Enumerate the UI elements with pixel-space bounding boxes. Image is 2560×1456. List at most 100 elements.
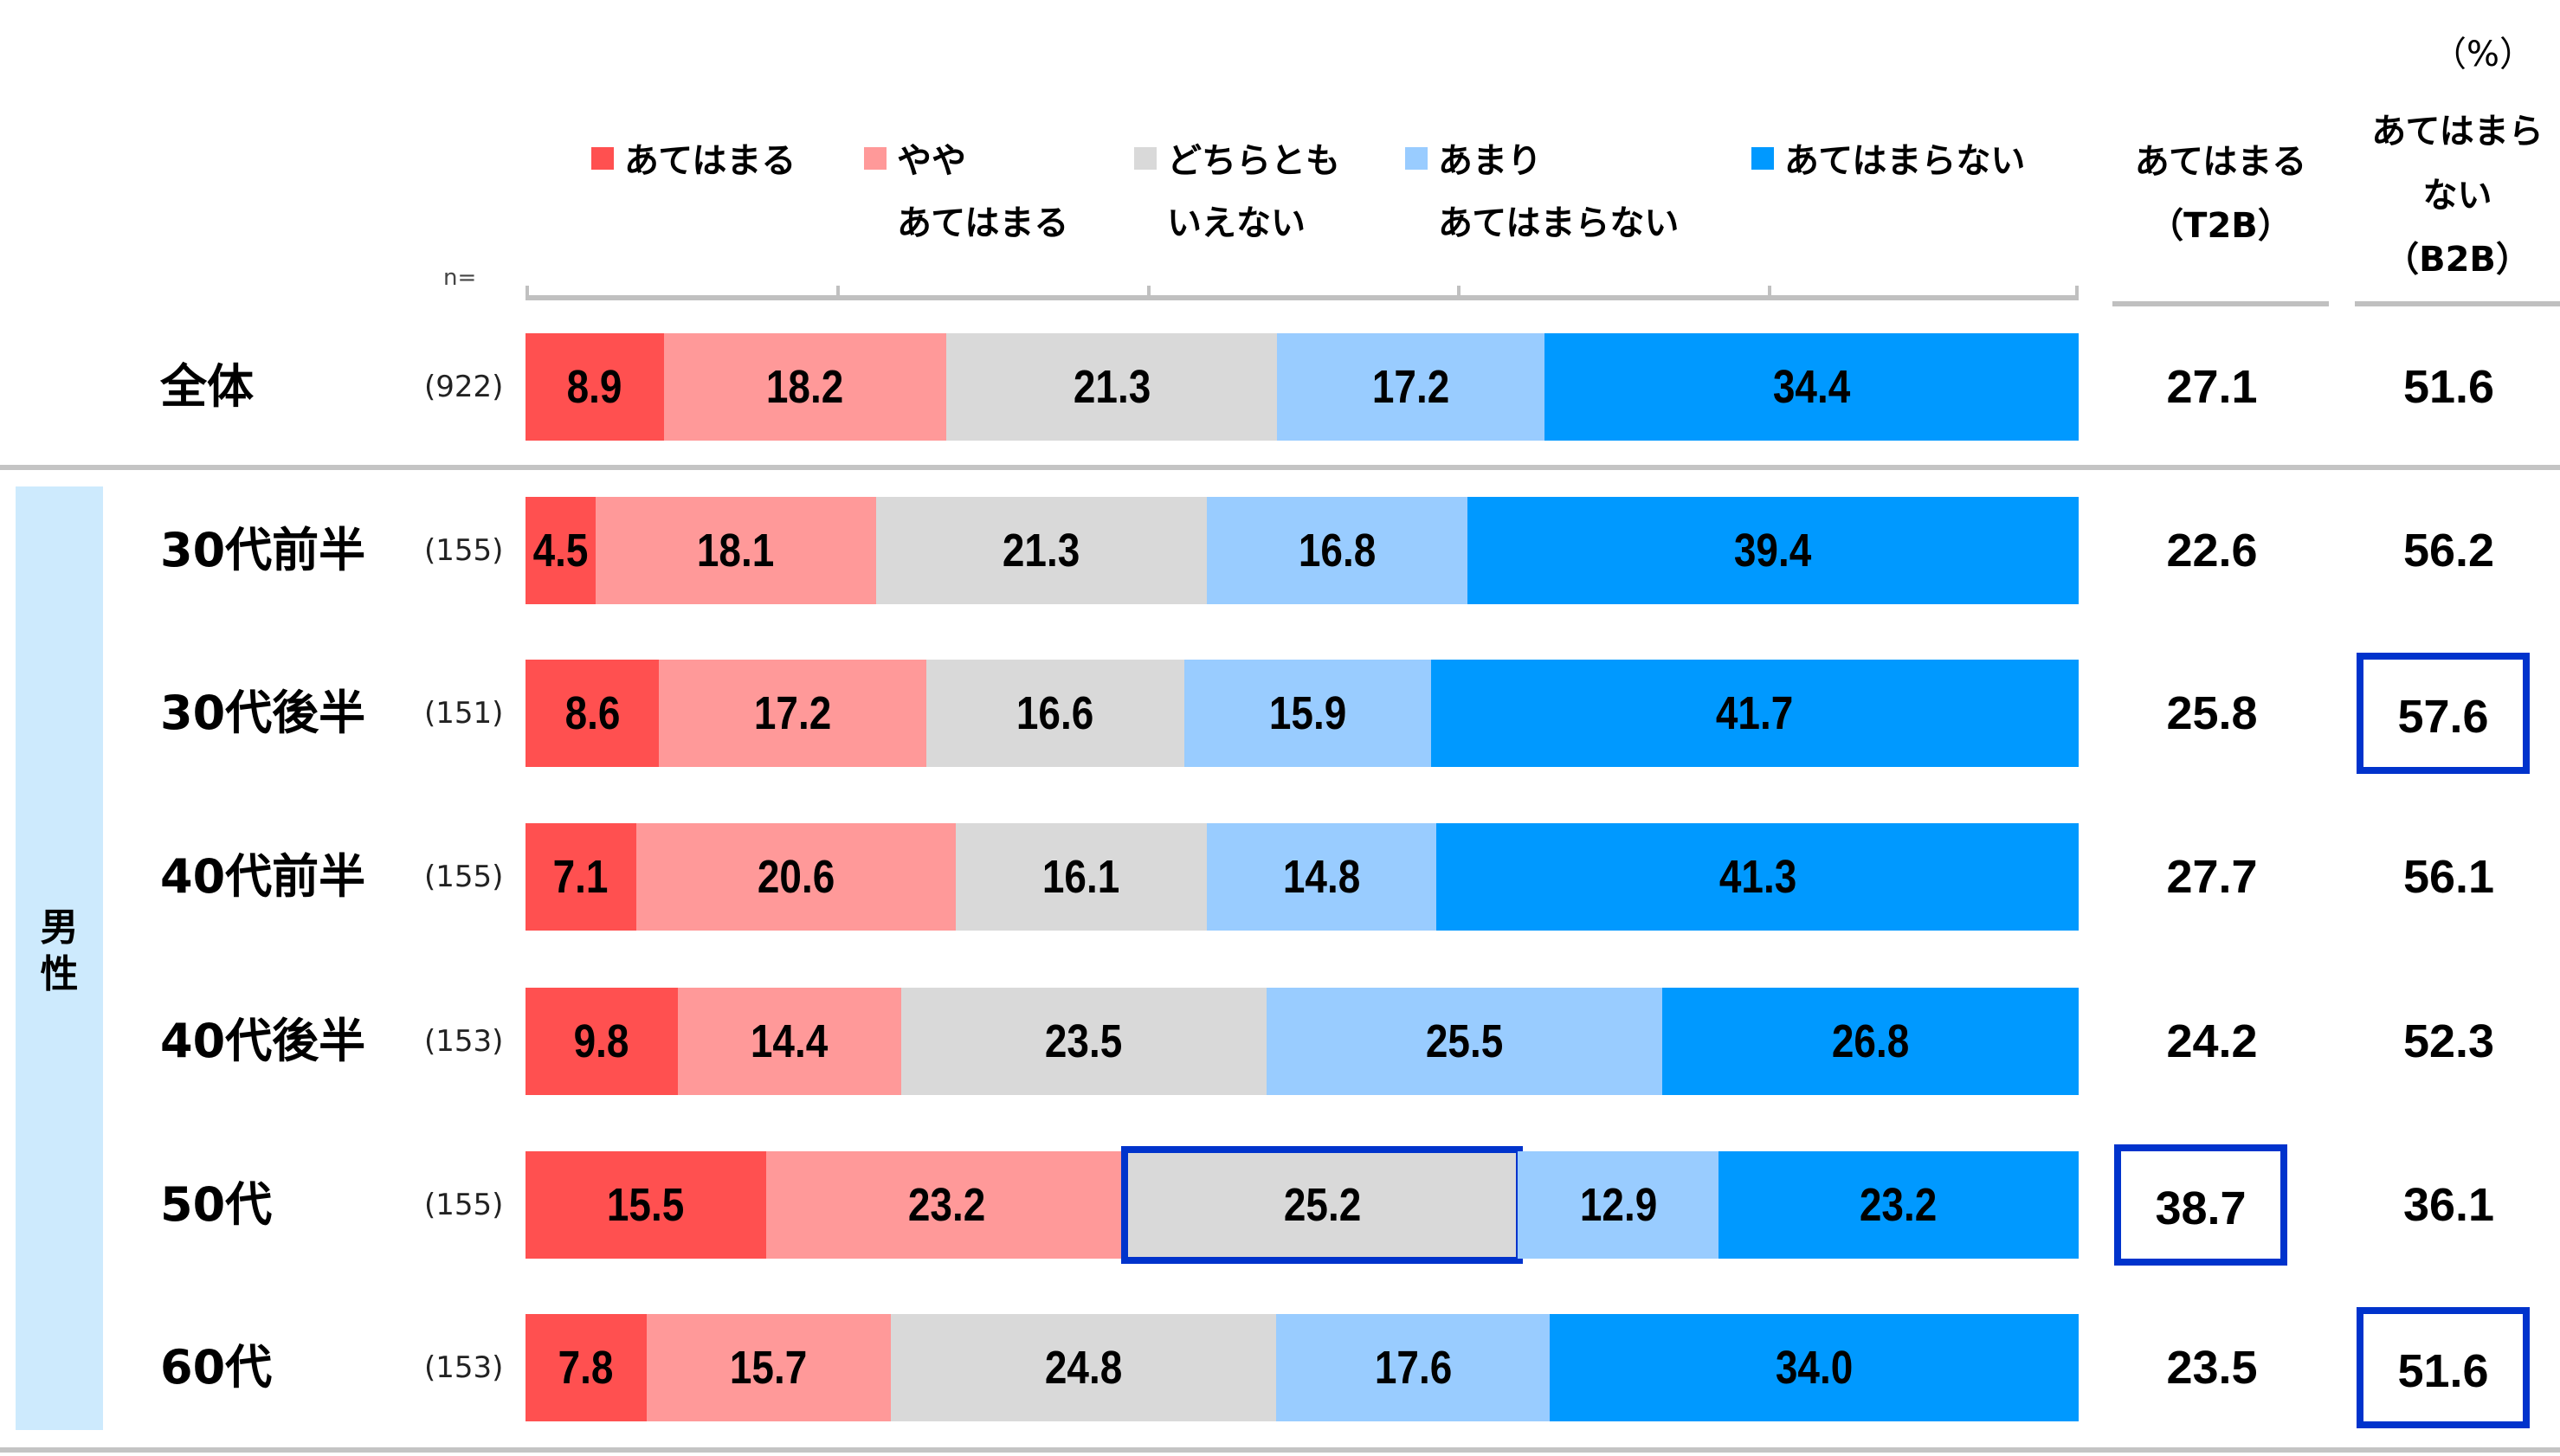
data-label: 7.1 <box>552 851 609 903</box>
b2b-header-rule <box>2355 301 2560 306</box>
t2b-value: 38.7 <box>2114 1144 2287 1266</box>
bar-segment: 41.7 <box>1430 660 2079 767</box>
row-n-count: (153) <box>424 1024 504 1059</box>
row-n-count: (922) <box>424 370 504 404</box>
bottom-divider <box>0 1447 2560 1453</box>
x-axis-tick <box>526 286 529 300</box>
b2b-value: 52.3 <box>2402 1015 2495 1067</box>
t2b-header: あてはまる （T2B） <box>2134 142 2307 246</box>
bar-segment: 23.5 <box>901 988 1267 1095</box>
data-label: 18.2 <box>766 361 844 413</box>
legend-label: どちらとも いえない <box>1167 141 1340 243</box>
bar-segment: 25.5 <box>1266 988 1663 1095</box>
data-label: 7.8 <box>558 1342 614 1394</box>
bar-segment: 4.5 <box>526 497 596 604</box>
legend-swatch-icon <box>1134 147 1157 170</box>
data-label: 34.4 <box>1772 361 1851 413</box>
b2b-value: 51.6 <box>2357 1307 2530 1428</box>
row-n-count: (155) <box>424 533 504 568</box>
data-label: 26.8 <box>1831 1015 1910 1067</box>
data-label: 23.2 <box>907 1179 985 1231</box>
stacked-bar: 9.8 14.4 23.5 25.5 26.8 <box>526 988 2079 1095</box>
data-label: 16.6 <box>1016 687 1094 739</box>
stacked-bar: 7.1 20.6 16.1 14.8 41.3 <box>526 823 2079 931</box>
data-label: 18.1 <box>697 525 775 577</box>
bar-segment: 16.1 <box>956 823 1207 931</box>
data-label: 15.5 <box>607 1179 685 1231</box>
legend-swatch-icon <box>591 147 614 170</box>
bar-segment: 34.4 <box>1544 333 2079 441</box>
x-axis-tick <box>835 286 840 300</box>
data-label: 41.3 <box>1718 851 1796 903</box>
x-axis-tick <box>2075 286 2079 300</box>
data-label: 34.0 <box>1776 1342 1854 1394</box>
n-label: n= <box>443 265 477 291</box>
bar-segment: 8.9 <box>526 333 664 441</box>
row-n-count: (151) <box>424 696 504 731</box>
b2b-value: 36.1 <box>2402 1179 2495 1231</box>
row-label: 50代 <box>160 1177 273 1232</box>
total-divider <box>0 465 2560 470</box>
t2b-header-rule <box>2112 301 2329 306</box>
stacked-bar: 8.6 17.2 16.6 15.9 41.7 <box>526 660 2079 767</box>
data-label: 39.4 <box>1734 525 1812 577</box>
data-label: 23.5 <box>1045 1015 1123 1067</box>
data-label: 17.2 <box>1371 361 1450 413</box>
bar-segment: 17.6 <box>1276 1314 1551 1421</box>
row-label: 30代前半 <box>160 523 366 577</box>
bar-segment: 34.0 <box>1550 1314 2079 1421</box>
data-label: 25.5 <box>1425 1015 1504 1067</box>
data-label: 16.8 <box>1298 525 1376 577</box>
bar-segment: 23.2 <box>766 1151 1127 1259</box>
data-label: 21.3 <box>1073 361 1151 413</box>
row-n-count: (155) <box>424 1188 504 1222</box>
stacked-bar: 7.8 15.7 24.8 17.6 34.0 <box>526 1314 2079 1421</box>
data-label: 4.5 <box>532 525 589 577</box>
bar-segment: 18.1 <box>595 497 877 604</box>
bar-segment: 15.7 <box>647 1314 891 1421</box>
bar-segment: 12.9 <box>1518 1151 1718 1259</box>
b2b-value: 51.6 <box>2402 361 2495 413</box>
bar-segment: 24.8 <box>891 1314 1277 1421</box>
bar-segment: 21.3 <box>946 333 1278 441</box>
row-n-count: (155) <box>424 860 504 894</box>
bar-segment: 20.6 <box>635 823 957 931</box>
x-axis-tick <box>1146 286 1151 300</box>
legend-swatch-icon <box>864 147 887 170</box>
data-label: 41.7 <box>1716 687 1794 739</box>
data-label: 20.6 <box>757 851 835 903</box>
data-label: 14.8 <box>1282 851 1361 903</box>
bar-segment: 25.2 <box>1121 1146 1524 1264</box>
t2b-value: 23.5 <box>2166 1342 2258 1394</box>
unit-label: （%） <box>2431 35 2534 74</box>
data-label: 8.9 <box>566 361 622 413</box>
x-axis-tick <box>1457 286 1461 300</box>
bar-segment: 14.4 <box>677 988 902 1095</box>
row-label: 40代前半 <box>160 849 366 904</box>
t2b-value: 24.2 <box>2166 1015 2258 1067</box>
b2b-header: あてはまら ない （B2B） <box>2371 112 2544 280</box>
bar-segment: 21.3 <box>876 497 1207 604</box>
b2b-value: 56.2 <box>2402 525 2495 577</box>
group-label-male: 男 性 <box>40 905 79 996</box>
bar-segment: 39.4 <box>1467 497 2079 604</box>
bar-segment: 7.1 <box>526 823 636 931</box>
x-axis-tick <box>1768 286 1772 300</box>
bar-segment: 23.2 <box>1718 1151 2079 1259</box>
bar-segment: 26.8 <box>1662 988 2079 1095</box>
data-label: 9.8 <box>573 1015 629 1067</box>
stacked-bar: 15.5 23.2 25.2 12.9 23.2 <box>526 1146 2079 1264</box>
x-axis-line <box>526 295 2079 300</box>
bar-segment: 9.8 <box>526 988 678 1095</box>
bar-segment: 15.9 <box>1183 660 1431 767</box>
row-label: 40代後半 <box>160 1014 366 1068</box>
data-label: 15.7 <box>730 1342 808 1394</box>
legend-label: あてはまる <box>624 141 796 181</box>
legend-label: あまり あてはまらない <box>1438 141 1680 243</box>
data-label: 17.6 <box>1374 1342 1453 1394</box>
b2b-value: 56.1 <box>2402 851 2495 903</box>
legend-label: あてはまらない <box>1784 141 2026 181</box>
data-label: 8.6 <box>564 687 621 739</box>
data-label: 16.1 <box>1042 851 1120 903</box>
legend-swatch-icon <box>1405 147 1428 170</box>
